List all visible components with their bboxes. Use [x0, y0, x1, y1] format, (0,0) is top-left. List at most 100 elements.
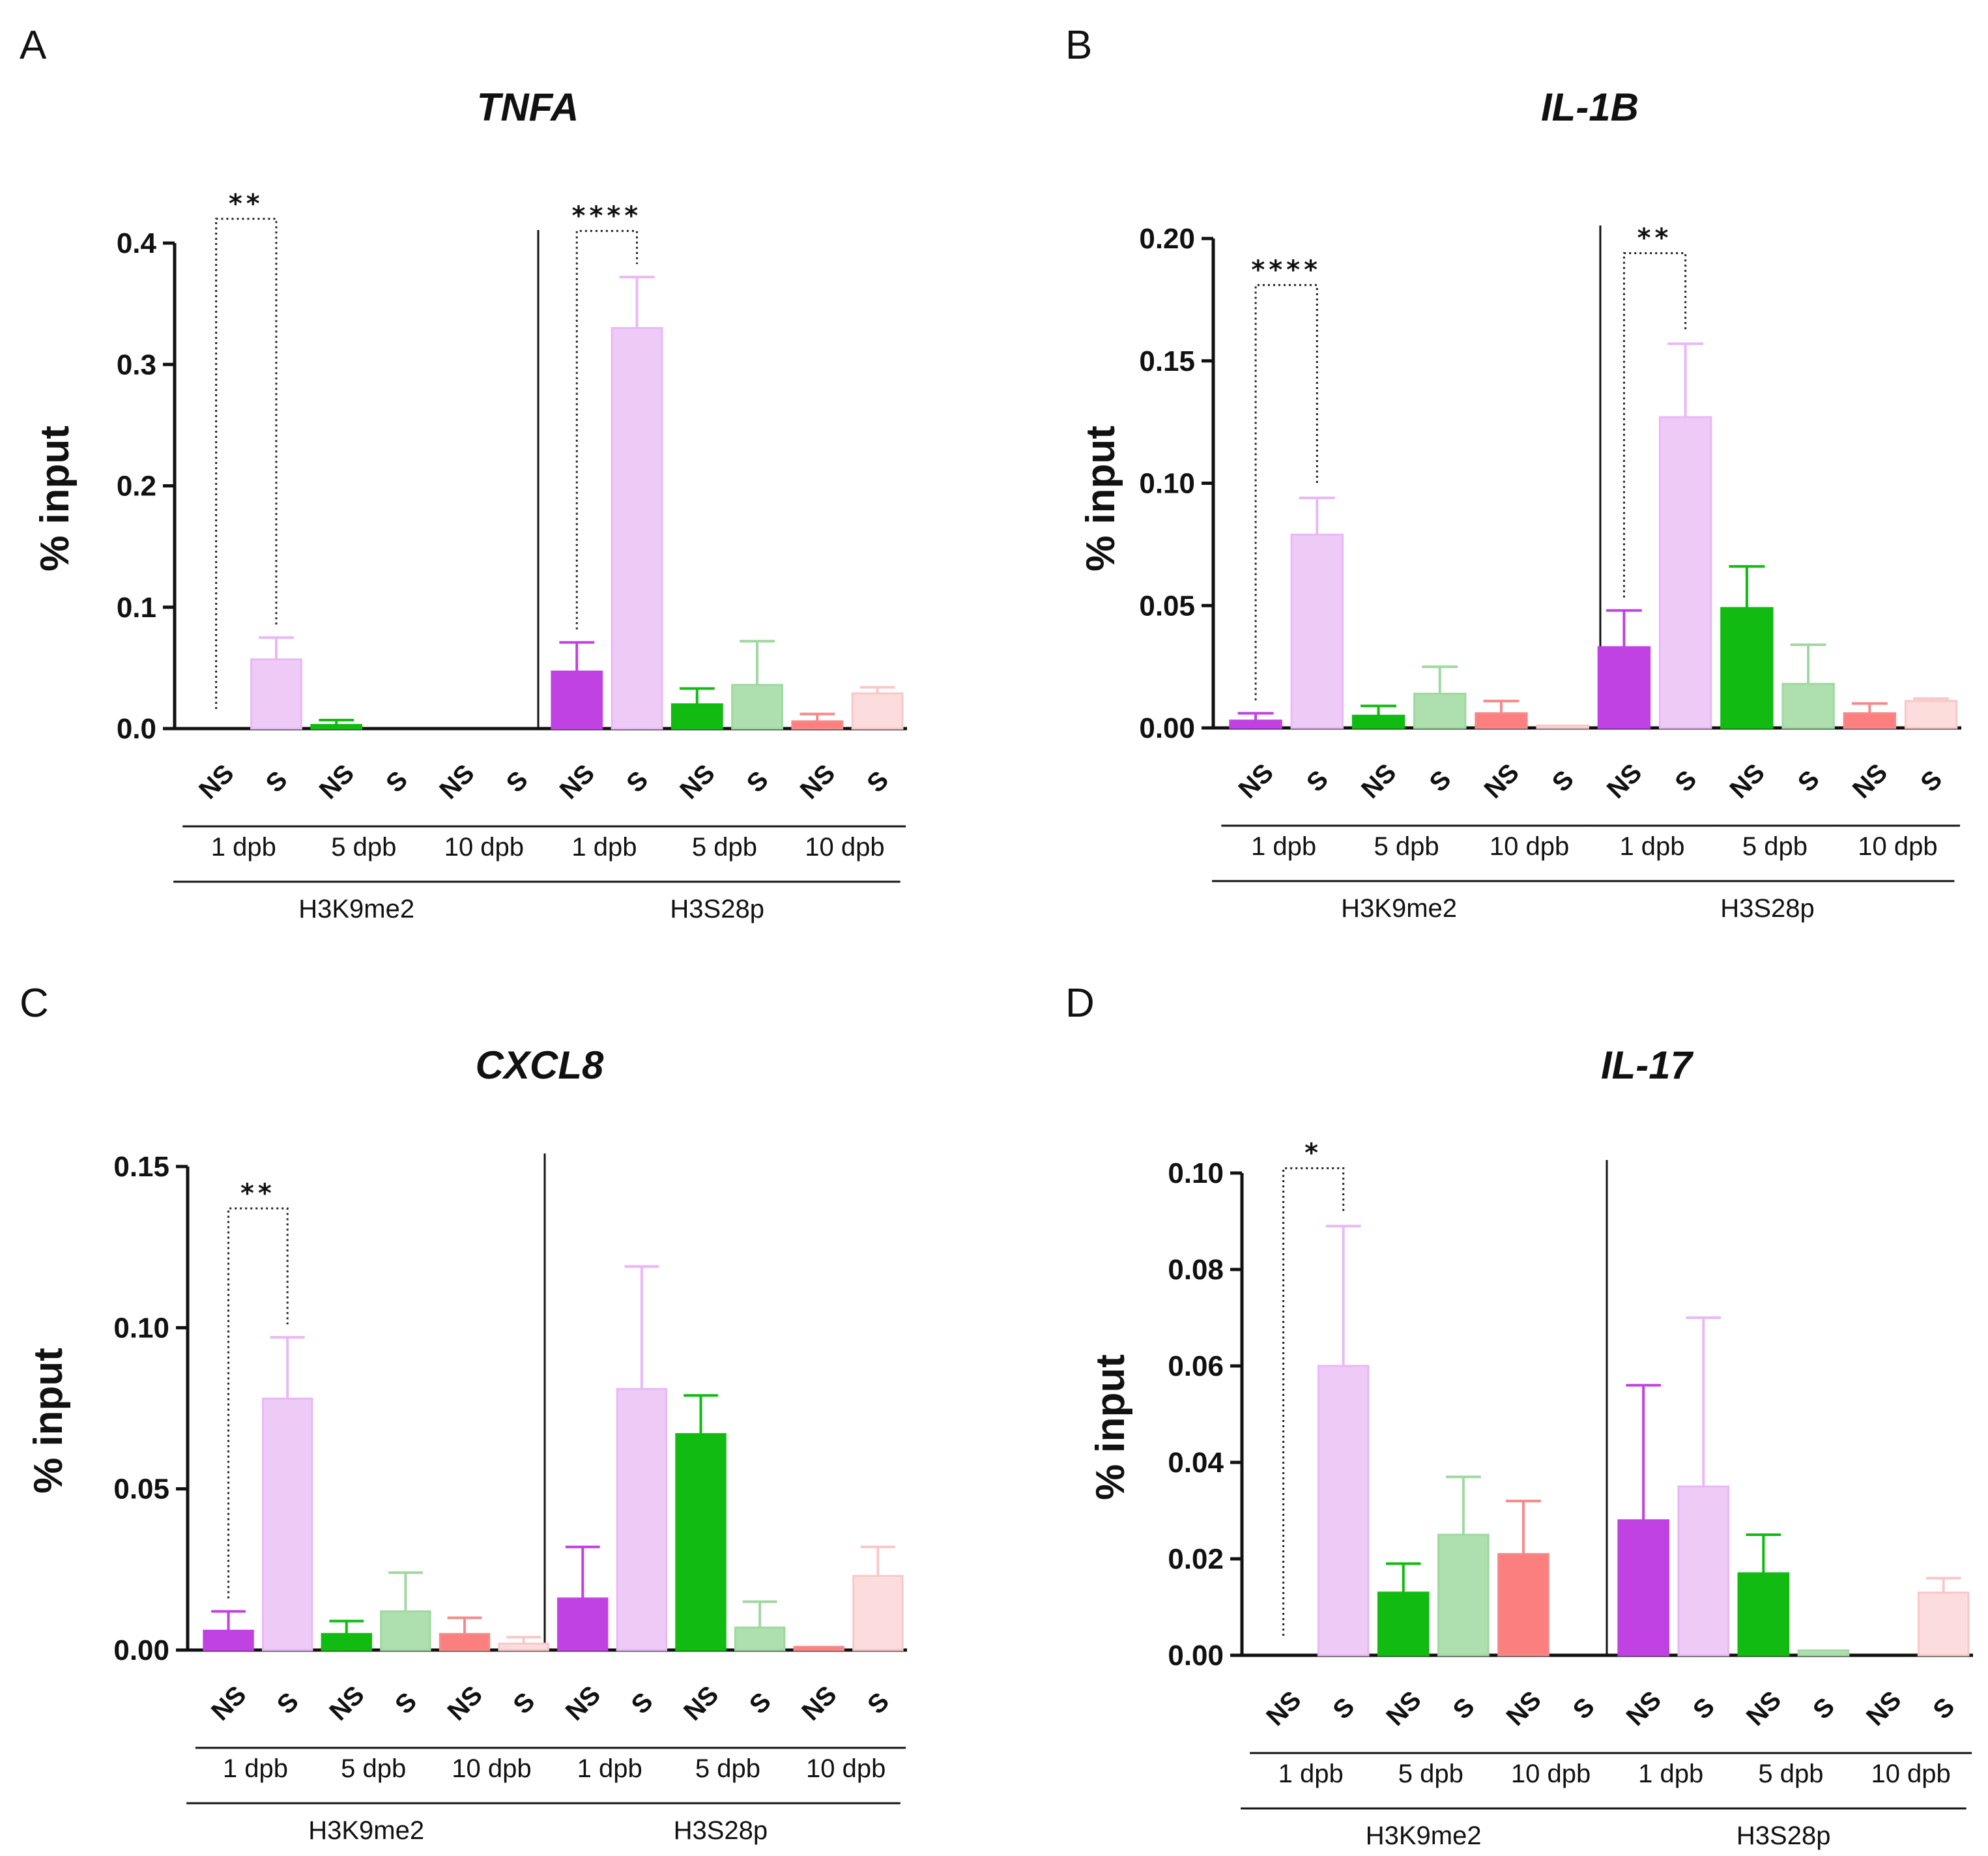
y-tick-label: 0.2 [117, 471, 156, 502]
bar [1617, 1519, 1670, 1657]
bar-group [1781, 643, 1835, 729]
significance-bracket: ** [1622, 224, 1687, 598]
condition-label: NS [1233, 759, 1279, 804]
day-label: 1 dpb [1278, 1760, 1344, 1788]
y-tick-label: 0.05 [1139, 590, 1195, 622]
bar [852, 1574, 904, 1651]
condition-label: NS [1847, 759, 1893, 804]
bar-group [310, 718, 363, 730]
y-tick-label: 0.20 [1139, 223, 1195, 255]
chart-title: IL-17 [1601, 1043, 1694, 1087]
bar-group [852, 1545, 904, 1651]
bar [498, 1642, 549, 1651]
bar [1781, 682, 1835, 729]
y-tick-label: 0.00 [1139, 712, 1195, 744]
condition-label: S [1568, 1692, 1600, 1725]
condition-label: NS [674, 759, 720, 805]
panel-a: A TNFA % input 0.0 0.1 0.2 0.3 0.4 NS S 1 dpb NS S 5 … [20, 23, 907, 923]
mark-label: H3K9me2 [308, 1816, 424, 1845]
condition-label: NS [1261, 1686, 1306, 1732]
condition-label: S [1688, 1692, 1720, 1725]
day-label: 5 dpb [1398, 1760, 1463, 1788]
condition-label: S [744, 1687, 777, 1720]
y-tick-label: 0.00 [1168, 1640, 1224, 1672]
y-tick-label: 0.15 [113, 1151, 169, 1183]
significance-label: **** [1251, 255, 1321, 285]
bar [1536, 724, 1589, 729]
significance-label: ** [229, 189, 264, 219]
bar [1677, 1485, 1730, 1657]
bar [611, 326, 663, 730]
condition-label: S [862, 1687, 895, 1720]
day-label: 1 dpb [571, 833, 637, 862]
bar [1843, 712, 1897, 729]
day-label: 5 dpb [692, 833, 757, 862]
panel-letter: C [20, 981, 49, 1026]
bar-group [321, 1619, 373, 1651]
bar-group [611, 276, 663, 730]
bar [1475, 712, 1528, 729]
y-tick-label: 0.08 [1168, 1254, 1224, 1286]
significance-label: ** [1637, 224, 1673, 254]
chart-title: CXCL8 [476, 1043, 604, 1087]
condition-label: NS [1724, 759, 1770, 804]
bar-group [1917, 1576, 1970, 1657]
bar-group [670, 687, 723, 730]
condition-label: S [621, 766, 654, 798]
condition-label: NS [1478, 759, 1524, 804]
condition-label: NS [194, 759, 239, 805]
bar-group [851, 686, 904, 730]
bar [616, 1387, 668, 1651]
bar-group [616, 1265, 668, 1651]
bar-group [261, 1336, 313, 1651]
bar-group [557, 1545, 609, 1651]
bar [250, 658, 302, 730]
condition-label: NS [324, 1681, 369, 1726]
bar-group [380, 1571, 431, 1651]
condition-label: NS [1861, 1686, 1907, 1732]
panel-b: B IL-1B % input 0.00 0.05 0.10 0.15 0.20 NS S 1 dp… [1065, 23, 1961, 923]
y-tick-label: 0.0 [117, 713, 156, 745]
condition-label: NS [560, 1681, 606, 1726]
mark-label: H3S28p [674, 1816, 768, 1845]
bar [1737, 1572, 1790, 1657]
bar-group [1229, 712, 1282, 729]
bar [791, 720, 844, 730]
bar-group [1797, 1649, 1850, 1657]
significance-bracket: ** [227, 1178, 289, 1599]
condition-label: NS [1356, 759, 1402, 804]
y-tick-label: 0.10 [1139, 468, 1195, 500]
condition-label: S [508, 1687, 540, 1720]
bar-group [498, 1636, 549, 1651]
bar [1904, 700, 1958, 729]
bar-group [439, 1616, 491, 1651]
significance-label: ** [240, 1178, 276, 1208]
bracket-line [215, 218, 278, 709]
bar-group [675, 1394, 727, 1651]
bar-group [1351, 704, 1405, 729]
day-label: 1 dpb [1638, 1760, 1703, 1788]
condition-label: NS [1741, 1686, 1787, 1732]
bracket-line [227, 1207, 289, 1599]
chart-title: TNFA [477, 85, 579, 129]
day-label: 5 dpb [331, 833, 396, 862]
bar-group [791, 712, 844, 730]
y-tick-label: 0.05 [113, 1473, 169, 1505]
condition-label: S [1669, 765, 1702, 798]
panel-letter: A [20, 23, 47, 68]
bar [1597, 646, 1651, 729]
bar [1658, 416, 1712, 729]
y-tick-label: 0.00 [113, 1634, 169, 1666]
day-label: 5 dpb [1374, 832, 1439, 861]
bar [734, 1626, 786, 1651]
condition-label: S [1808, 1692, 1840, 1725]
condition-label: NS [434, 759, 480, 805]
day-label: 10 dpb [1490, 832, 1569, 861]
chart-title: IL-1B [1541, 85, 1639, 129]
bar [1351, 714, 1405, 729]
condition-label: S [1547, 765, 1579, 798]
condition-label: S [1327, 1692, 1360, 1725]
condition-label: S [381, 766, 413, 798]
condition-label: NS [555, 759, 600, 805]
